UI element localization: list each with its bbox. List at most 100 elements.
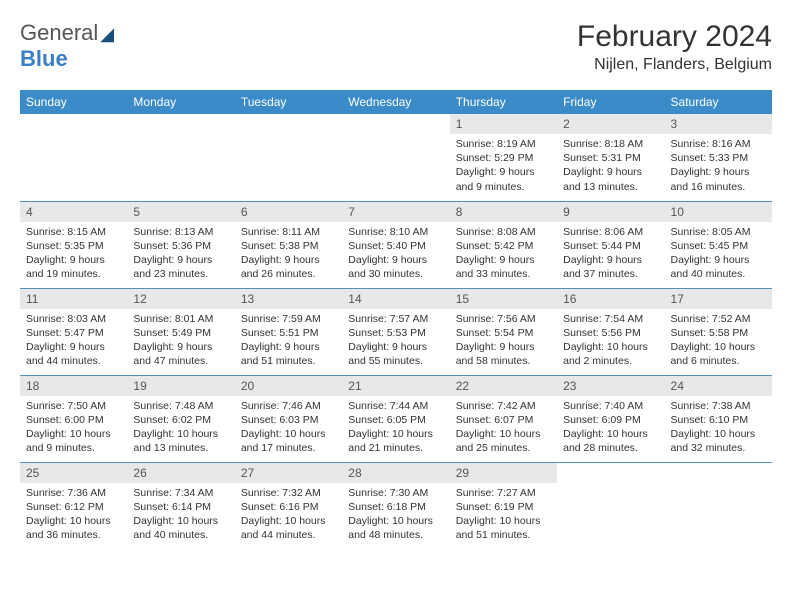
day-number: 14 — [342, 289, 449, 309]
day-number: 20 — [235, 376, 342, 396]
calendar-cell: 23Sunrise: 7:40 AMSunset: 6:09 PMDayligh… — [557, 375, 664, 462]
weekday-header-row: SundayMondayTuesdayWednesdayThursdayFrid… — [20, 90, 772, 114]
day-content: Sunrise: 7:54 AMSunset: 5:56 PMDaylight:… — [557, 309, 664, 373]
day-number: 3 — [665, 114, 772, 134]
logo-triangle-icon: ◢ — [100, 24, 114, 44]
calendar-cell: 26Sunrise: 7:34 AMSunset: 6:14 PMDayligh… — [127, 462, 234, 549]
day-content: Sunrise: 7:59 AMSunset: 5:51 PMDaylight:… — [235, 309, 342, 373]
day-content: Sunrise: 8:15 AMSunset: 5:35 PMDaylight:… — [20, 222, 127, 286]
calendar-cell: 14Sunrise: 7:57 AMSunset: 5:53 PMDayligh… — [342, 288, 449, 375]
calendar-cell: 5Sunrise: 8:13 AMSunset: 5:36 PMDaylight… — [127, 201, 234, 288]
calendar-cell: 13Sunrise: 7:59 AMSunset: 5:51 PMDayligh… — [235, 288, 342, 375]
calendar-cell — [342, 114, 449, 201]
calendar-cell — [20, 114, 127, 201]
day-content: Sunrise: 8:03 AMSunset: 5:47 PMDaylight:… — [20, 309, 127, 373]
day-number: 7 — [342, 202, 449, 222]
day-content: Sunrise: 8:11 AMSunset: 5:38 PMDaylight:… — [235, 222, 342, 286]
day-content: Sunrise: 8:10 AMSunset: 5:40 PMDaylight:… — [342, 222, 449, 286]
weekday-header: Tuesday — [235, 90, 342, 114]
day-content: Sunrise: 7:42 AMSunset: 6:07 PMDaylight:… — [450, 396, 557, 460]
calendar-row: 1Sunrise: 8:19 AMSunset: 5:29 PMDaylight… — [20, 114, 772, 201]
day-number: 21 — [342, 376, 449, 396]
day-content: Sunrise: 8:05 AMSunset: 5:45 PMDaylight:… — [665, 222, 772, 286]
day-number: 29 — [450, 463, 557, 483]
day-number: 17 — [665, 289, 772, 309]
day-content: Sunrise: 8:01 AMSunset: 5:49 PMDaylight:… — [127, 309, 234, 373]
calendar-cell: 29Sunrise: 7:27 AMSunset: 6:19 PMDayligh… — [450, 462, 557, 549]
day-content: Sunrise: 7:44 AMSunset: 6:05 PMDaylight:… — [342, 396, 449, 460]
day-content: Sunrise: 8:19 AMSunset: 5:29 PMDaylight:… — [450, 134, 557, 198]
day-number: 8 — [450, 202, 557, 222]
logo-text-1: General — [20, 20, 98, 45]
calendar-row: 18Sunrise: 7:50 AMSunset: 6:00 PMDayligh… — [20, 375, 772, 462]
calendar-cell — [235, 114, 342, 201]
day-content: Sunrise: 8:16 AMSunset: 5:33 PMDaylight:… — [665, 134, 772, 198]
day-number: 9 — [557, 202, 664, 222]
day-content: Sunrise: 7:50 AMSunset: 6:00 PMDaylight:… — [20, 396, 127, 460]
day-number: 13 — [235, 289, 342, 309]
weekday-header: Saturday — [665, 90, 772, 114]
calendar-cell: 12Sunrise: 8:01 AMSunset: 5:49 PMDayligh… — [127, 288, 234, 375]
day-content: Sunrise: 7:57 AMSunset: 5:53 PMDaylight:… — [342, 309, 449, 373]
day-content: Sunrise: 7:52 AMSunset: 5:58 PMDaylight:… — [665, 309, 772, 373]
calendar-row: 25Sunrise: 7:36 AMSunset: 6:12 PMDayligh… — [20, 462, 772, 549]
day-content: Sunrise: 7:27 AMSunset: 6:19 PMDaylight:… — [450, 483, 557, 547]
calendar-cell: 2Sunrise: 8:18 AMSunset: 5:31 PMDaylight… — [557, 114, 664, 201]
calendar-cell: 21Sunrise: 7:44 AMSunset: 6:05 PMDayligh… — [342, 375, 449, 462]
calendar-body: 1Sunrise: 8:19 AMSunset: 5:29 PMDaylight… — [20, 114, 772, 549]
calendar-cell — [127, 114, 234, 201]
day-content: Sunrise: 7:32 AMSunset: 6:16 PMDaylight:… — [235, 483, 342, 547]
day-content: Sunrise: 8:13 AMSunset: 5:36 PMDaylight:… — [127, 222, 234, 286]
calendar-cell: 20Sunrise: 7:46 AMSunset: 6:03 PMDayligh… — [235, 375, 342, 462]
day-content: Sunrise: 7:34 AMSunset: 6:14 PMDaylight:… — [127, 483, 234, 547]
calendar-cell: 1Sunrise: 8:19 AMSunset: 5:29 PMDaylight… — [450, 114, 557, 201]
calendar-cell: 9Sunrise: 8:06 AMSunset: 5:44 PMDaylight… — [557, 201, 664, 288]
day-number: 28 — [342, 463, 449, 483]
day-number: 5 — [127, 202, 234, 222]
calendar-cell: 3Sunrise: 8:16 AMSunset: 5:33 PMDaylight… — [665, 114, 772, 201]
day-number: 27 — [235, 463, 342, 483]
day-number: 6 — [235, 202, 342, 222]
calendar-cell: 16Sunrise: 7:54 AMSunset: 5:56 PMDayligh… — [557, 288, 664, 375]
header: General◢ Blue February 2024 Nijlen, Flan… — [20, 20, 772, 74]
month-title: February 2024 — [577, 20, 772, 54]
weekday-header: Monday — [127, 90, 234, 114]
calendar-cell: 8Sunrise: 8:08 AMSunset: 5:42 PMDaylight… — [450, 201, 557, 288]
day-content: Sunrise: 8:08 AMSunset: 5:42 PMDaylight:… — [450, 222, 557, 286]
calendar-cell: 22Sunrise: 7:42 AMSunset: 6:07 PMDayligh… — [450, 375, 557, 462]
location: Nijlen, Flanders, Belgium — [577, 56, 772, 74]
calendar-cell: 10Sunrise: 8:05 AMSunset: 5:45 PMDayligh… — [665, 201, 772, 288]
day-number: 12 — [127, 289, 234, 309]
day-number: 25 — [20, 463, 127, 483]
weekday-header: Friday — [557, 90, 664, 114]
calendar-cell: 24Sunrise: 7:38 AMSunset: 6:10 PMDayligh… — [665, 375, 772, 462]
day-content: Sunrise: 7:36 AMSunset: 6:12 PMDaylight:… — [20, 483, 127, 547]
day-number: 4 — [20, 202, 127, 222]
day-number: 11 — [20, 289, 127, 309]
title-block: February 2024 Nijlen, Flanders, Belgium — [577, 20, 772, 74]
day-number: 23 — [557, 376, 664, 396]
day-number: 16 — [557, 289, 664, 309]
calendar-cell: 11Sunrise: 8:03 AMSunset: 5:47 PMDayligh… — [20, 288, 127, 375]
calendar-cell: 7Sunrise: 8:10 AMSunset: 5:40 PMDaylight… — [342, 201, 449, 288]
day-number: 22 — [450, 376, 557, 396]
day-number: 1 — [450, 114, 557, 134]
calendar-cell: 28Sunrise: 7:30 AMSunset: 6:18 PMDayligh… — [342, 462, 449, 549]
weekday-header: Thursday — [450, 90, 557, 114]
day-number: 24 — [665, 376, 772, 396]
calendar-row: 11Sunrise: 8:03 AMSunset: 5:47 PMDayligh… — [20, 288, 772, 375]
day-content: Sunrise: 7:48 AMSunset: 6:02 PMDaylight:… — [127, 396, 234, 460]
day-number: 2 — [557, 114, 664, 134]
calendar-cell: 15Sunrise: 7:56 AMSunset: 5:54 PMDayligh… — [450, 288, 557, 375]
logo: General◢ Blue — [20, 20, 114, 72]
calendar-cell — [665, 462, 772, 549]
calendar-table: SundayMondayTuesdayWednesdayThursdayFrid… — [20, 90, 772, 549]
day-content: Sunrise: 7:46 AMSunset: 6:03 PMDaylight:… — [235, 396, 342, 460]
day-content: Sunrise: 7:30 AMSunset: 6:18 PMDaylight:… — [342, 483, 449, 547]
weekday-header: Sunday — [20, 90, 127, 114]
day-number: 10 — [665, 202, 772, 222]
day-content: Sunrise: 8:18 AMSunset: 5:31 PMDaylight:… — [557, 134, 664, 198]
calendar-cell — [557, 462, 664, 549]
calendar-cell: 19Sunrise: 7:48 AMSunset: 6:02 PMDayligh… — [127, 375, 234, 462]
day-content: Sunrise: 8:06 AMSunset: 5:44 PMDaylight:… — [557, 222, 664, 286]
